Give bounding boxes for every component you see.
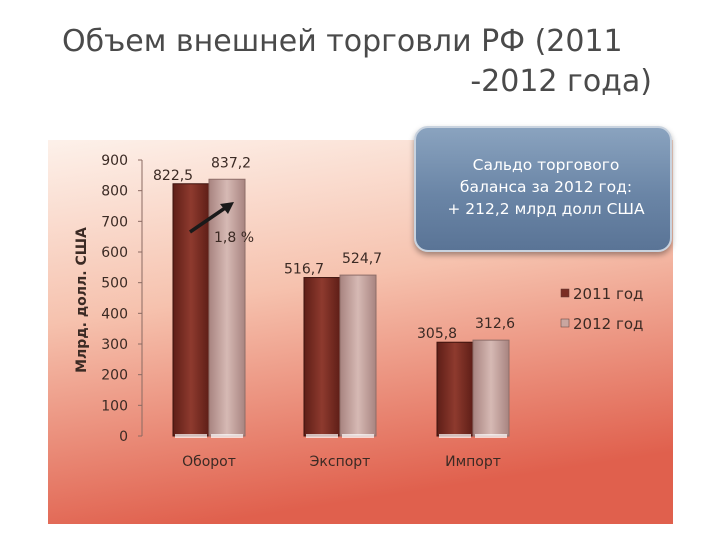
bar <box>436 341 474 437</box>
y-axis: 0 100 200 300 400 500 600 700 800 900 <box>101 153 143 445</box>
bar-base-highlight <box>342 434 374 438</box>
y-tick-label: 0 <box>119 429 128 445</box>
data-label: 516,7 <box>284 262 324 278</box>
data-label: 837,2 <box>211 155 251 171</box>
legend: 2011 год 2012 год <box>560 285 643 333</box>
bar-base-highlight <box>306 434 338 438</box>
bars <box>172 178 510 438</box>
legend-label: 2011 год <box>573 285 643 303</box>
bar-base-highlight <box>211 434 243 438</box>
legend-label: 2012 год <box>573 315 643 333</box>
growth-annotation: 1,8 % <box>214 230 254 246</box>
title-line-1: Объем внешней торговли РФ (2011 <box>62 24 623 59</box>
data-label: 312,6 <box>475 316 515 332</box>
growth-arrow-icon <box>189 202 234 234</box>
y-tick-label: 600 <box>101 245 128 261</box>
y-tick-label: 700 <box>101 214 128 230</box>
y-tick-label: 900 <box>101 153 128 169</box>
category-label: Экспорт <box>310 454 371 470</box>
legend-swatch <box>560 288 570 298</box>
data-label: 822,5 <box>153 168 193 184</box>
callout-text: Сальдо торгового баланса за 2012 год: + … <box>447 156 645 218</box>
category-labels: Оборот Экспорт Импорт <box>182 454 501 470</box>
slide-title: Объем внешней торговли РФ (2011 -2012 го… <box>62 22 652 102</box>
legend-swatch <box>560 318 570 328</box>
data-label: 305,8 <box>417 326 457 342</box>
y-tick-label: 200 <box>101 368 128 384</box>
title-line-2: -2012 года) <box>470 64 652 99</box>
y-tick-label: 300 <box>101 337 128 353</box>
y-tick-label: 800 <box>101 184 128 200</box>
y-tick-label: 100 <box>101 398 128 414</box>
bar <box>303 277 341 437</box>
y-tick-label: 400 <box>101 306 128 322</box>
category-label: Оборот <box>182 454 236 470</box>
y-axis-label: Млрд. долл. США <box>74 227 90 373</box>
y-tick-label: 500 <box>101 276 128 292</box>
bar-base-highlight <box>475 434 507 438</box>
bar <box>472 339 510 437</box>
bar <box>339 274 377 437</box>
bar-base-highlight <box>175 434 207 438</box>
category-label: Импорт <box>445 454 501 470</box>
bar-base-highlight <box>439 434 471 438</box>
bar <box>208 178 246 437</box>
data-label: 524,7 <box>342 251 382 267</box>
data-labels: 822,5 837,2 516,7 524,7 305,8 312,6 <box>153 155 515 342</box>
trade-balance-callout: Сальдо торгового баланса за 2012 год: + … <box>414 126 672 252</box>
